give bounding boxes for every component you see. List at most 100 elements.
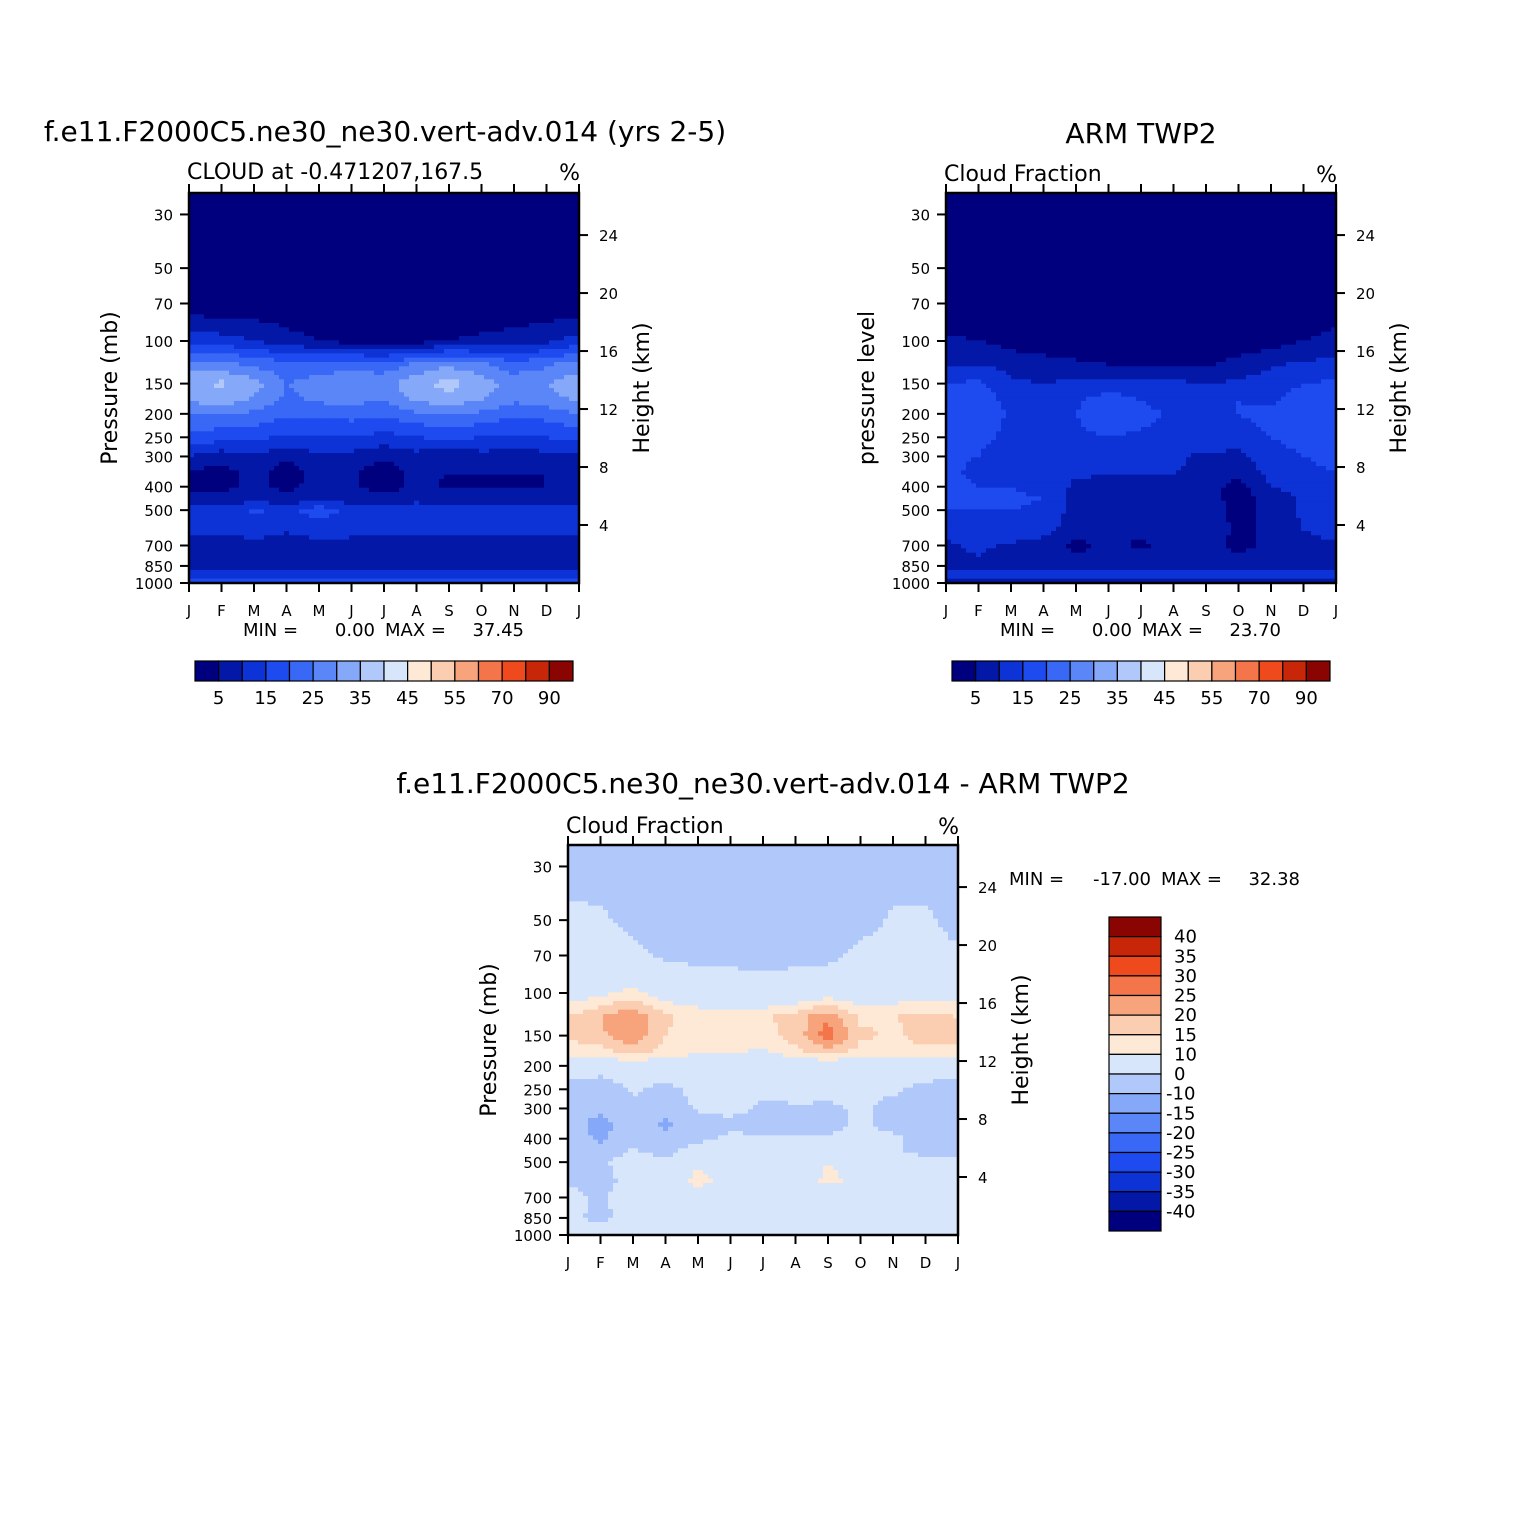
contour-cell	[194, 219, 200, 224]
contour-cell	[214, 201, 220, 207]
contour-cell	[384, 223, 390, 229]
contour-cell	[414, 227, 420, 233]
contour-cell	[569, 292, 575, 298]
contour-cell	[369, 275, 375, 281]
contour-cell	[569, 401, 575, 406]
contour-cell	[194, 444, 200, 450]
contour-cell	[464, 392, 470, 398]
contour-cell	[444, 297, 450, 302]
contour-cell	[559, 323, 565, 328]
contour-cell	[469, 370, 475, 376]
contour-cell	[259, 271, 265, 276]
contour-cell	[264, 297, 270, 302]
contour-cell	[394, 232, 400, 237]
contour-cell	[379, 214, 385, 220]
contour-cell	[539, 301, 545, 307]
contour-cell	[209, 340, 215, 346]
contour-cell	[279, 284, 285, 289]
contour-cell	[219, 435, 225, 441]
contour-cell	[274, 336, 280, 341]
contour-cell	[319, 262, 325, 268]
contour-cell	[534, 327, 540, 333]
contour-cell	[319, 448, 325, 454]
contour-cell	[464, 219, 470, 224]
contour-cell	[449, 370, 455, 376]
contour-cell	[479, 288, 485, 294]
contour-cell	[424, 253, 430, 259]
contour-cell	[479, 435, 485, 441]
contour-cell	[364, 366, 370, 372]
contour-cell	[519, 314, 525, 320]
contour-cell	[344, 349, 350, 354]
contour-cell	[469, 349, 475, 354]
contour-cell	[239, 457, 245, 463]
contour-cell	[404, 284, 410, 289]
contour-cell	[434, 314, 440, 320]
contour-cell	[404, 418, 410, 424]
contour-cell	[444, 444, 450, 450]
contour-cell	[314, 418, 320, 424]
contour-cell	[329, 266, 335, 272]
contour-cell	[294, 396, 300, 402]
contour-cell	[194, 197, 200, 203]
contour-cell	[454, 223, 460, 229]
contour-cell	[309, 223, 315, 229]
contour-cell	[534, 340, 540, 346]
contour-cell	[509, 422, 515, 428]
contour-cell	[339, 357, 345, 363]
contour-cell	[274, 431, 280, 437]
contour-cell	[474, 279, 480, 285]
contour-cell	[189, 379, 195, 385]
contour-cell	[404, 214, 410, 220]
contour-cell	[244, 349, 250, 354]
contour-cell	[549, 305, 555, 311]
contour-cell	[229, 414, 235, 419]
contour-cell	[449, 197, 455, 203]
contour-cell	[354, 292, 360, 298]
contour-cell	[554, 271, 560, 276]
contour-cell	[504, 236, 510, 242]
contour-cell	[344, 288, 350, 294]
contour-cell	[484, 210, 490, 216]
contour-cell	[204, 288, 210, 294]
contour-cell	[519, 323, 525, 328]
contour-cell	[479, 262, 485, 268]
contour-cell	[504, 466, 510, 471]
contour-cell	[464, 405, 470, 411]
contour-cell	[349, 214, 355, 220]
contour-cell	[419, 223, 425, 229]
contour-cell	[544, 383, 550, 389]
contour-cell	[489, 292, 495, 298]
contour-cell	[304, 240, 310, 246]
contour-cell	[539, 396, 545, 402]
contour-cell	[514, 427, 520, 432]
contour-cell	[299, 223, 305, 229]
contour-cell	[499, 375, 505, 380]
contour-cell	[474, 405, 480, 411]
contour-cell	[479, 444, 485, 450]
contour-cell	[539, 210, 545, 216]
contour-cell	[509, 223, 515, 229]
contour-cell	[549, 344, 555, 350]
contour-cell	[219, 427, 225, 432]
contour-cell	[349, 301, 355, 307]
contour-cell	[294, 331, 300, 337]
contour-cell	[479, 305, 485, 311]
contour-cell	[319, 253, 325, 259]
contour-cell	[429, 219, 435, 224]
contour-cell	[209, 271, 215, 276]
contour-cell	[189, 453, 195, 458]
contour-cell	[314, 297, 320, 302]
contour-cell	[519, 223, 525, 229]
contour-cell	[319, 249, 325, 255]
contour-cell	[514, 310, 520, 315]
contour-cell	[274, 370, 280, 376]
contour-cell	[264, 370, 270, 376]
contour-cell	[289, 279, 295, 285]
contour-cell	[349, 236, 355, 242]
contour-cell	[514, 388, 520, 393]
contour-cell	[189, 219, 195, 224]
contour-cell	[344, 284, 350, 289]
contour-cell	[234, 240, 240, 246]
contour-cell	[304, 383, 310, 389]
